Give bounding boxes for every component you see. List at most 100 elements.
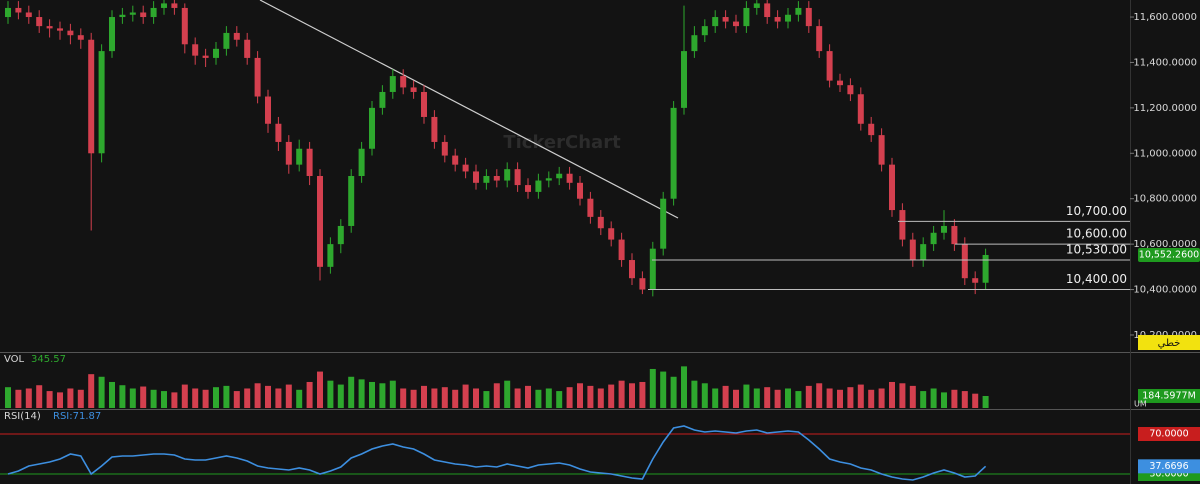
candle-body [275, 123, 282, 142]
volume-bar [306, 381, 313, 408]
volume-bar [805, 385, 812, 408]
candle-body [941, 225, 947, 233]
volume-bar [483, 391, 490, 408]
candle-body [878, 135, 885, 165]
candle-body [608, 228, 615, 240]
candle-body [254, 57, 261, 97]
candle-body [577, 182, 583, 199]
volume-bar [566, 387, 573, 408]
candle-body [327, 244, 334, 267]
candle-body [36, 17, 43, 27]
volume-bar [545, 388, 552, 408]
candle-body [795, 7, 802, 15]
candle-body [504, 169, 511, 181]
volume-bar [421, 385, 427, 408]
candle-body [181, 7, 188, 45]
volume-bar [181, 384, 188, 408]
volume-bar [847, 387, 854, 408]
candle-body [545, 178, 552, 181]
mode-box [1138, 335, 1200, 350]
candle-body [202, 55, 209, 58]
volume-bar [639, 381, 646, 408]
candle-body [109, 17, 115, 52]
volume-bar [826, 388, 833, 408]
candle-body [514, 169, 521, 186]
candle-body [410, 87, 417, 92]
candle-body [587, 198, 594, 217]
volume-bar [15, 389, 22, 408]
volume-bar [649, 368, 656, 408]
volume-bar [660, 371, 667, 408]
volume-bar [535, 389, 542, 408]
candle-body [67, 30, 74, 36]
candle-body [837, 80, 843, 86]
volume-bar [285, 384, 292, 408]
candle-body [639, 278, 646, 290]
volume-bar [337, 384, 344, 408]
rsi-level-label: 30.0000 [1149, 469, 1188, 480]
candle-body [566, 173, 573, 183]
price-tag-label: 10,552.2600 [1139, 249, 1199, 260]
volume-bar [691, 380, 698, 408]
rsi-line [7, 425, 987, 481]
candle-body [483, 176, 490, 183]
volume-bar [254, 383, 261, 408]
watermark: TickerChart [503, 132, 621, 153]
volume-bar [389, 380, 396, 408]
candle-body [681, 51, 687, 108]
candle-body [161, 3, 167, 8]
candle-body [192, 44, 199, 56]
candle-body [493, 176, 500, 181]
candle-body [285, 141, 292, 165]
volume-bar [951, 389, 958, 408]
candle-body [244, 39, 251, 58]
volume-bar [629, 383, 635, 408]
volume-bar [379, 383, 386, 408]
candle-body [972, 278, 979, 283]
volume-bar [743, 384, 750, 408]
candle-body [774, 17, 781, 22]
candle-body [452, 155, 459, 165]
vol-title: VOL [4, 354, 25, 365]
volume-bar [119, 385, 126, 408]
candle-body [629, 260, 635, 279]
volume-bar [369, 381, 375, 408]
mode-label: خطي [1158, 338, 1181, 349]
candle-body [722, 17, 729, 22]
candle-body [868, 123, 875, 136]
volume-bar [88, 374, 95, 408]
candle-body [88, 39, 95, 154]
y-tick-label: 11,200.0000 [1133, 103, 1197, 114]
candle-body [649, 248, 656, 290]
volume-bar [493, 383, 500, 408]
volume-bar [462, 384, 469, 408]
volume-bar [753, 388, 760, 408]
volume-bar [618, 380, 625, 408]
volume-bar [244, 388, 251, 408]
volume-bar [982, 395, 989, 408]
candle-body [389, 76, 396, 92]
candle-body [421, 91, 427, 117]
trend-line [259, 0, 679, 219]
rsi-tag [1138, 459, 1200, 474]
candle-body [951, 225, 958, 245]
volume-bar [504, 380, 511, 408]
volume-bar [67, 388, 74, 408]
candle-body [660, 198, 667, 249]
volume-bar [265, 385, 271, 408]
volume-bar [233, 391, 240, 408]
candle-body [57, 28, 63, 31]
candle-body [369, 107, 375, 149]
candle-body [743, 7, 750, 27]
volume-bar [36, 385, 43, 408]
volume-bar [46, 391, 53, 408]
volume-bar [57, 392, 63, 408]
volume-bar [816, 383, 823, 408]
candle-body [233, 32, 240, 40]
candle-body [25, 12, 32, 18]
volume-bar [597, 388, 604, 408]
rsi-value: RSI:71.87 [53, 411, 101, 422]
volume-bar [150, 389, 157, 408]
